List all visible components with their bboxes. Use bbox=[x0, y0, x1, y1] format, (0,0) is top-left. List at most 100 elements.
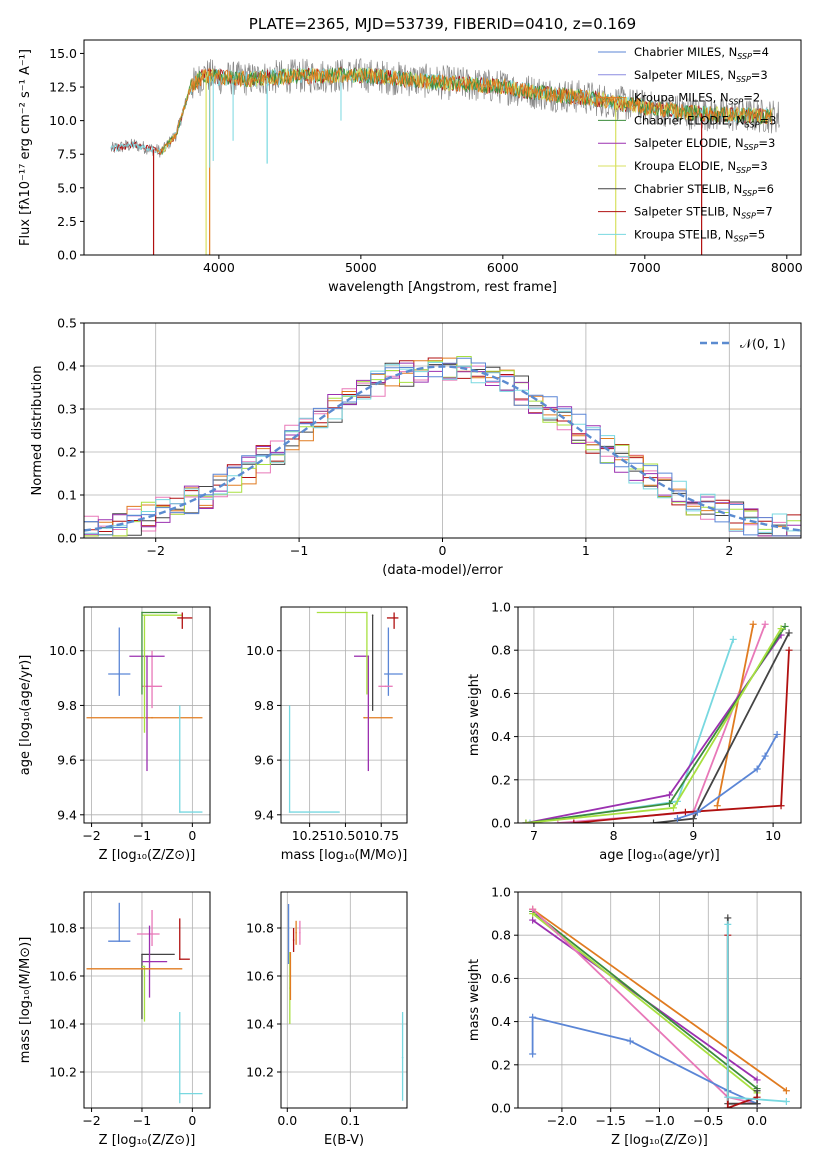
legend-entry: Salpeter STELIB, NSSP=7 bbox=[634, 205, 773, 221]
axes-frame bbox=[280, 606, 408, 824]
legend-sub: SSP bbox=[729, 98, 744, 107]
legend-sub: SSP bbox=[734, 234, 749, 243]
data-point bbox=[151, 685, 153, 688]
panel-6: 0.0 0.1 10.2 10.4 10.6 10.8 E(B-V) bbox=[246, 891, 408, 1148]
plus-marker bbox=[529, 916, 537, 924]
y-tick-label: 0.6 bbox=[491, 686, 511, 701]
x-axis-label: E(B-V) bbox=[324, 1133, 364, 1148]
legend-entry: Kroupa ELODIE, NSSP=3 bbox=[634, 159, 768, 175]
plus-marker bbox=[529, 1013, 537, 1021]
plus-marker bbox=[724, 920, 732, 928]
y-tick-label: 9.4 bbox=[57, 807, 77, 822]
y-axis-label: age [log₁₀(age/yr)] bbox=[18, 655, 33, 776]
data-point bbox=[384, 685, 387, 688]
x-tick-label: 10.75 bbox=[363, 828, 399, 843]
legend-eq: =2 bbox=[743, 91, 760, 105]
y-tick-label: 0.4 bbox=[57, 359, 77, 374]
x-tick-label: −2.0 bbox=[547, 1113, 577, 1128]
plus-marker bbox=[753, 1100, 761, 1108]
x-axis-label: wavelength [Angstrom, rest frame] bbox=[328, 280, 557, 295]
legend-label: Salpeter STELIB, N bbox=[634, 205, 741, 219]
legend-sub: SSP bbox=[741, 212, 756, 221]
data-point bbox=[151, 716, 153, 719]
x-tick-label: 0 bbox=[188, 1113, 196, 1128]
data-point bbox=[143, 614, 146, 617]
data-point bbox=[299, 932, 301, 934]
plus-marker bbox=[724, 914, 732, 922]
model-spectrum bbox=[156, 67, 773, 155]
legend-eq: =7 bbox=[756, 205, 773, 219]
legend-entry: 𝒩(0, 1) bbox=[740, 336, 786, 351]
plus-marker bbox=[665, 791, 673, 799]
axes-frame bbox=[83, 322, 802, 539]
mass-weight-line bbox=[716, 624, 755, 806]
plus-marker bbox=[529, 1050, 537, 1058]
legend-label: Chabrier ELODIE, N bbox=[634, 113, 745, 127]
data-point bbox=[146, 655, 148, 658]
y-tick-label: 0.4 bbox=[491, 1014, 511, 1029]
y-tick-label: 10.6 bbox=[246, 969, 274, 984]
y-tick-label: 0.0 bbox=[57, 248, 77, 263]
legend-entry: Kroupa MILES, NSSP=2 bbox=[634, 91, 760, 107]
legend-label: Salpeter ELODIE, N bbox=[634, 136, 744, 150]
y-tick-label: 10.0 bbox=[49, 643, 77, 658]
x-tick-label: 6000 bbox=[487, 260, 519, 275]
y-tick-label: 9.8 bbox=[57, 698, 77, 713]
x-axis-label: age [log₁₀(age/yr)] bbox=[599, 848, 720, 863]
y-tick-label: 0.2 bbox=[491, 772, 511, 787]
legend-entry: Kroupa STELIB, NSSP=5 bbox=[634, 227, 765, 243]
y-tick-label: 10.2 bbox=[246, 1065, 274, 1080]
y-tick-label: 9.4 bbox=[254, 807, 274, 822]
plus-marker bbox=[681, 808, 689, 816]
panel-4: 7 8 9 10 0.0 0.2 0.4 0.6 0.8 1.0 age [log₁₀(age/yr… bbox=[467, 600, 802, 863]
legend-sub: SSP bbox=[745, 120, 760, 129]
y-tick-label: 5.0 bbox=[57, 180, 77, 195]
legend-eq: =4 bbox=[752, 45, 769, 59]
plus-marker bbox=[693, 808, 701, 816]
panel-5: −2 −1 0 10.2 10.4 10.6 10.8 Z [log₁₀(Z/Z⊙)] mass… bbox=[18, 891, 211, 1148]
y-tick-label: 0.6 bbox=[491, 971, 511, 986]
y-tick-label: 1.0 bbox=[491, 600, 511, 615]
legend-eq: =3 bbox=[758, 136, 775, 150]
data-point bbox=[289, 975, 292, 977]
legend-label: Chabrier MILES, N bbox=[634, 45, 737, 59]
mass-weight-line bbox=[532, 908, 787, 1092]
plus-marker bbox=[773, 730, 781, 738]
legend-label: Salpeter MILES, N bbox=[634, 68, 736, 82]
legend-eq: =6 bbox=[757, 182, 774, 196]
y-axis-label: Normed distribution bbox=[30, 366, 45, 496]
plus-marker bbox=[777, 625, 785, 633]
plus-marker bbox=[781, 622, 789, 630]
y-tick-label: 10.4 bbox=[49, 1017, 77, 1032]
x-tick-label: −1 bbox=[133, 1113, 151, 1128]
y-tick-label: 0.8 bbox=[491, 643, 511, 658]
mass-weight-line bbox=[525, 634, 782, 823]
panel-0: 4000 5000 6000 7000 8000 0.0 2.5 5.0 7.5 10.0 12.5… bbox=[18, 15, 803, 295]
y-tick-label: 0.2 bbox=[491, 1057, 511, 1072]
mass-weight-line bbox=[532, 910, 758, 1090]
x-tick-label: −0.5 bbox=[693, 1113, 723, 1128]
y-tick-label: 10.0 bbox=[49, 113, 77, 128]
mass-weight-line bbox=[573, 650, 790, 823]
plus-marker bbox=[522, 819, 530, 823]
x-tick-label: 0 bbox=[439, 543, 447, 558]
legend-entry: Chabrier STELIB, NSSP=6 bbox=[634, 182, 774, 198]
y-tick-label: 10.2 bbox=[49, 1065, 77, 1080]
plus-marker bbox=[782, 1087, 790, 1095]
y-tick-label: 10.8 bbox=[246, 921, 274, 936]
data-point bbox=[178, 958, 181, 960]
y-tick-label: 10.0 bbox=[246, 643, 274, 658]
y-tick-label: 0.5 bbox=[57, 316, 77, 331]
y-tick-label: 10.6 bbox=[49, 969, 77, 984]
data-point bbox=[401, 1056, 404, 1059]
data-point bbox=[146, 968, 148, 970]
y-tick-label: 9.6 bbox=[57, 753, 77, 768]
x-tick-label: 0.0 bbox=[747, 1113, 767, 1128]
x-tick-label: 9 bbox=[689, 828, 697, 843]
plus-marker bbox=[785, 629, 793, 637]
data-point bbox=[366, 611, 368, 614]
plus-marker bbox=[669, 804, 677, 812]
y-tick-label: 0.2 bbox=[57, 445, 77, 460]
x-tick-label: −1 bbox=[133, 828, 151, 843]
x-tick-label: −2 bbox=[146, 543, 164, 558]
